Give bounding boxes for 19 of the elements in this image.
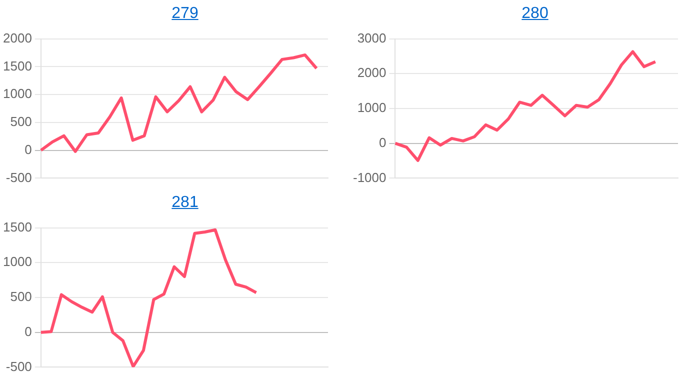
chart-title: 280: [522, 5, 548, 22]
y-tick-label: -1000: [353, 170, 386, 185]
y-tick-label: 2000: [357, 65, 386, 80]
y-tick-label: 2000: [3, 30, 32, 46]
y-tick-label: 500: [10, 289, 32, 304]
y-tick-label: 1000: [3, 86, 32, 102]
y-tick-label: 0: [379, 134, 386, 150]
y-tick-label: 1500: [3, 219, 32, 234]
y-tick-label: 3000: [357, 30, 386, 46]
chart-title: 281: [172, 194, 198, 211]
y-tick-label: -500: [6, 170, 32, 185]
y-tick-label: -500: [6, 358, 32, 374]
y-tick-label: 0: [24, 324, 32, 339]
y-tick-label: 1500: [3, 58, 32, 74]
chart-title: 279: [172, 5, 198, 22]
y-tick-label: 0: [24, 142, 32, 157]
y-tick-label: 1000: [357, 100, 386, 116]
y-tick-label: 500: [10, 114, 32, 130]
y-tick-label: 1000: [3, 254, 32, 270]
